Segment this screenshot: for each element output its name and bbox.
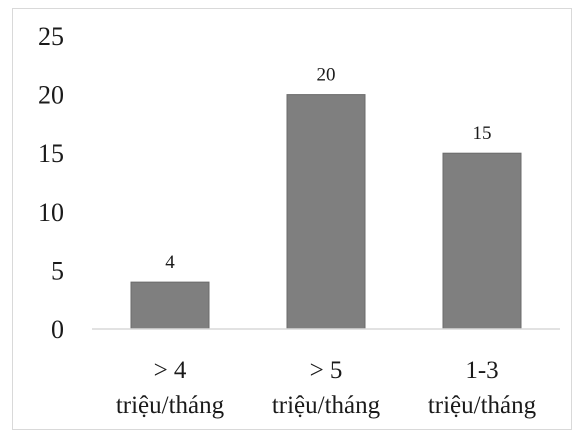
bar-data-label: 15 xyxy=(473,123,492,144)
x-category-label: triệu/tháng xyxy=(116,392,225,419)
x-category-label: 1-3 xyxy=(465,357,498,384)
x-category-label: > 4 xyxy=(154,357,187,384)
bar xyxy=(130,281,210,330)
y-tick-label: 5 xyxy=(51,256,64,285)
y-tick-label: 0 xyxy=(51,315,64,344)
bar-data-label: 4 xyxy=(165,252,175,273)
data-labels: 4 20 15 xyxy=(165,65,491,274)
bars xyxy=(130,94,522,330)
x-axis-categories: > 4 triệu/tháng > 5 triệu/tháng 1-3 triệu/thá… xyxy=(116,357,537,419)
y-axis-ticks: 0 5 10 15 20 25 xyxy=(38,22,64,344)
bar xyxy=(286,94,366,330)
y-tick-label: 10 xyxy=(38,198,64,227)
bar xyxy=(442,152,522,330)
y-tick-label: 15 xyxy=(38,139,64,168)
bar-data-label: 20 xyxy=(317,65,336,86)
y-tick-label: 25 xyxy=(38,22,64,51)
y-tick-label: 20 xyxy=(38,81,64,110)
x-category-label: > 5 xyxy=(310,357,343,384)
x-category-label: triệu/tháng xyxy=(428,392,537,419)
x-category-label: triệu/tháng xyxy=(272,392,381,419)
